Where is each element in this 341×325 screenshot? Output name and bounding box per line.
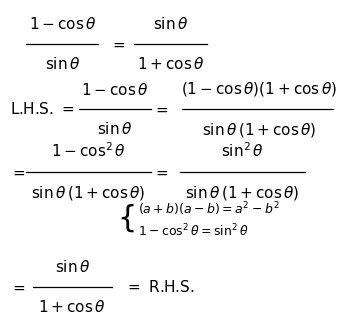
Text: $=$: $=$ (10, 164, 26, 179)
Text: $\sin^2\theta$: $\sin^2\theta$ (221, 141, 264, 160)
Text: $(a+b)(a-b)=a^2-b^2$: $(a+b)(a-b)=a^2-b^2$ (138, 201, 280, 218)
Text: $=$: $=$ (10, 280, 26, 295)
Text: $(1-\cos\theta)(1+\cos\theta)$: $(1-\cos\theta)(1+\cos\theta)$ (181, 80, 337, 98)
Text: $\sin\theta$: $\sin\theta$ (97, 121, 133, 137)
Text: $\sin\theta\,(1+\cos\theta)$: $\sin\theta\,(1+\cos\theta)$ (31, 184, 146, 202)
Text: $\{$: $\{$ (117, 203, 134, 234)
Text: $1-\cos\theta$: $1-\cos\theta$ (29, 16, 96, 32)
Text: $1-\cos^2\theta$: $1-\cos^2\theta$ (51, 141, 126, 160)
Text: $=$: $=$ (110, 36, 126, 51)
Text: $=$: $=$ (153, 102, 169, 117)
Text: $\sin\theta$: $\sin\theta$ (153, 16, 188, 32)
Text: L.H.S. $=$: L.H.S. $=$ (10, 101, 74, 117)
Text: $1+\cos\theta$: $1+\cos\theta$ (137, 56, 204, 72)
Text: $1-\cos^2\theta=\sin^2\theta$: $1-\cos^2\theta=\sin^2\theta$ (138, 223, 249, 240)
Text: $=$ R.H.S.: $=$ R.H.S. (125, 279, 194, 295)
Text: $\sin\theta$: $\sin\theta$ (45, 56, 80, 72)
Text: $\sin\theta\,(1+\cos\theta)$: $\sin\theta\,(1+\cos\theta)$ (202, 121, 316, 139)
Text: $\sin\theta$: $\sin\theta$ (55, 259, 90, 276)
Text: $1-\cos\theta$: $1-\cos\theta$ (81, 82, 149, 98)
Text: $1+\cos\theta$: $1+\cos\theta$ (39, 299, 106, 315)
Text: $\sin\theta\,(1+\cos\theta)$: $\sin\theta\,(1+\cos\theta)$ (185, 184, 300, 202)
Text: $=$: $=$ (153, 164, 169, 179)
